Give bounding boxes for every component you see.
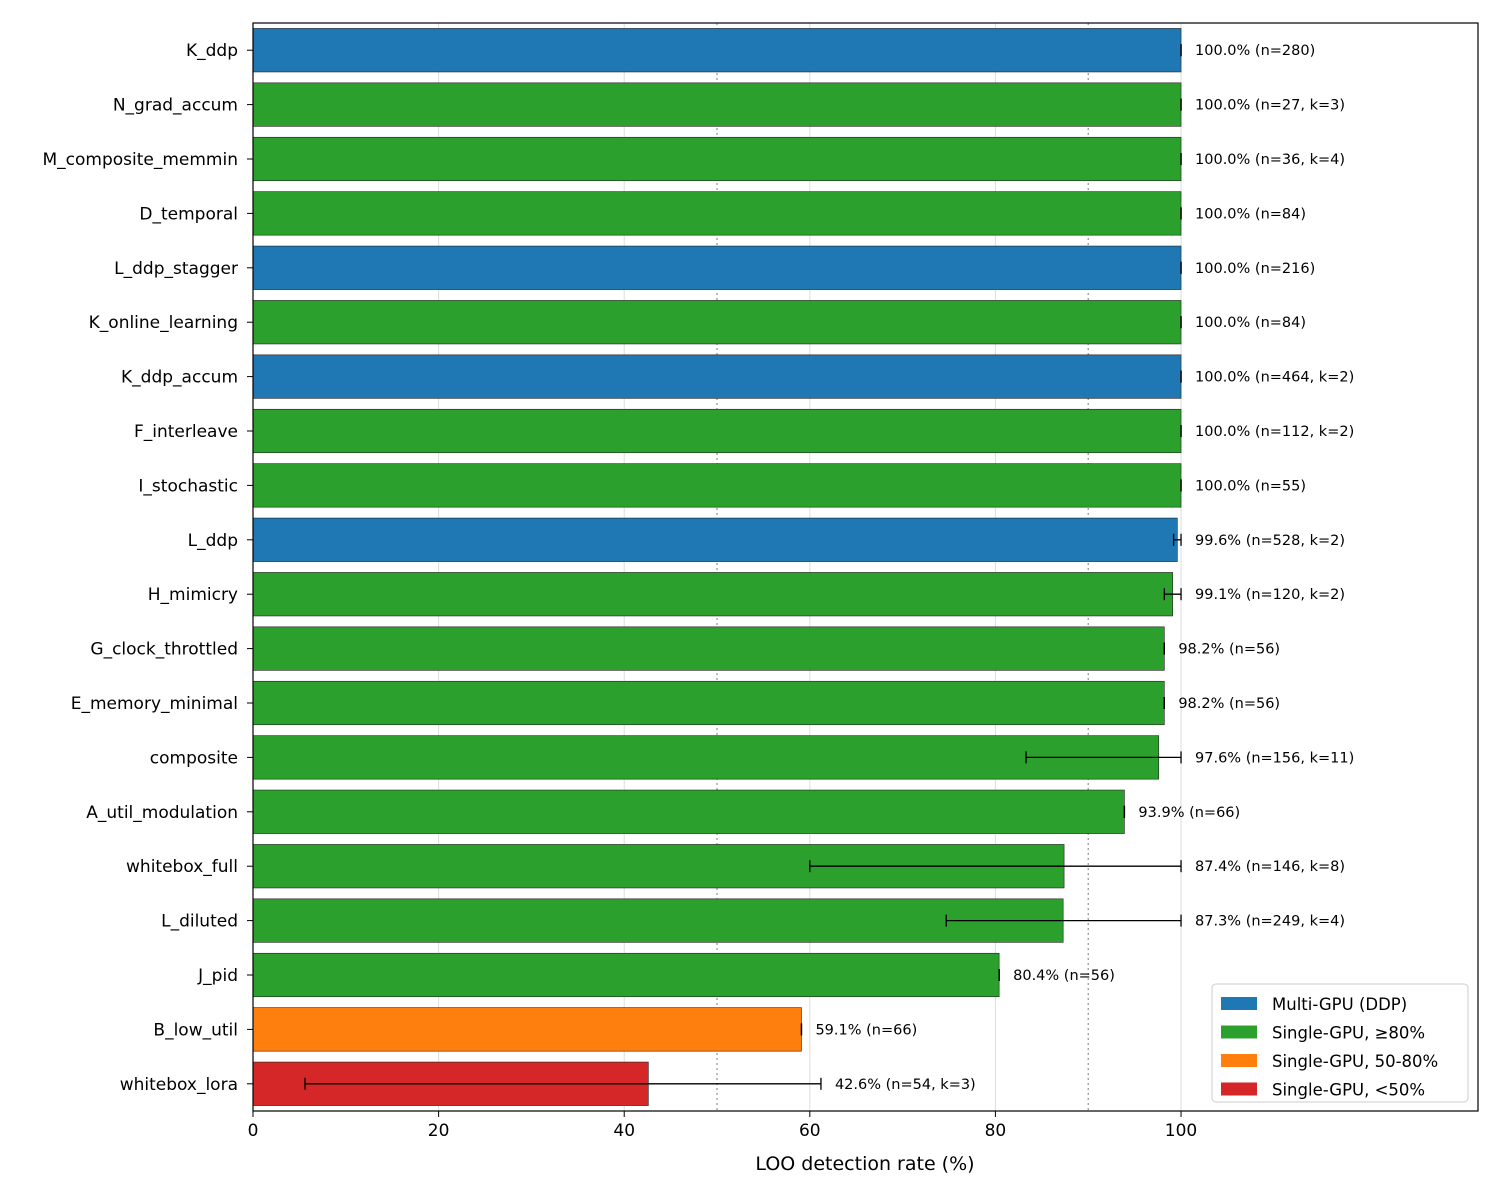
bar-value-label: 59.1% (n=66) (815, 1022, 917, 1038)
legend-entry: Single-GPU, ≥80% (1272, 1024, 1425, 1043)
bar-value-labels: 100.0% (n=280) 100.0% (n=27, k=3) 100.0% (… (815, 43, 1354, 1093)
legend-swatch (1221, 997, 1257, 1010)
bar-value-label: 100.0% (n=84) (1195, 206, 1306, 222)
bar-value-label: 100.0% (n=464, k=2) (1195, 370, 1354, 386)
bar (252, 952, 1000, 998)
legend-entry: Multi-GPU (DDP) (1272, 995, 1407, 1014)
y-tick-label: K_ddp_accum (121, 368, 238, 388)
y-tick-label: G_clock_throttled (90, 640, 238, 660)
bar-value-label: 99.6% (n=528, k=2) (1195, 533, 1345, 549)
bars (252, 28, 1182, 1106)
y-tick-label: M_composite_memmin (42, 150, 238, 170)
bar (252, 572, 1173, 617)
bar (252, 735, 1160, 780)
error-bars (304, 44, 1182, 1090)
bar-value-label: 97.6% (n=156, k=11) (1195, 750, 1354, 766)
bar-value-label: 100.0% (n=36, k=4) (1195, 152, 1345, 168)
bar-value-label: 100.0% (n=216) (1195, 261, 1315, 277)
bar (252, 354, 1182, 399)
x-tick-label: 20 (428, 1121, 450, 1141)
y-tick-label: K_ddp (186, 41, 238, 61)
bar-value-label: 93.9% (n=66) (1138, 805, 1240, 821)
bar-value-label: 100.0% (n=84) (1195, 315, 1306, 331)
legend-swatch (1221, 1082, 1257, 1096)
y-tick-label: D_temporal (139, 204, 238, 224)
bar (252, 463, 1182, 508)
bar (252, 680, 1165, 726)
bar (252, 789, 1125, 834)
y-tick-label: E_memory_minimal (71, 694, 238, 714)
bar-value-label: 100.0% (n=27, k=3) (1195, 98, 1345, 114)
bar-value-label: 98.2% (n=56) (1178, 696, 1280, 712)
legend-swatch (1221, 1054, 1257, 1067)
y-tick-label: F_interleave (134, 422, 238, 442)
y-tick-label: whitebox_lora (120, 1075, 238, 1095)
y-tick-label: H_mimicry (148, 585, 238, 605)
y-tick-label: whitebox_full (126, 857, 238, 877)
bar (252, 191, 1182, 236)
legend: Multi-GPU (DDP) Single-GPU, ≥80% Single-GP… (1211, 983, 1469, 1103)
bar (252, 517, 1178, 562)
bar (252, 408, 1182, 454)
x-tick-label: 100 (1165, 1121, 1197, 1141)
bar-value-label: 99.1% (n=120, k=2) (1195, 587, 1345, 603)
legend-entry: Single-GPU, <50% (1272, 1081, 1425, 1100)
bar-value-label: 87.3% (n=249, k=4) (1195, 914, 1345, 930)
x-tick-label: 60 (799, 1121, 821, 1141)
y-tick-label: composite (150, 748, 238, 768)
y-tick-label: A_util_modulation (86, 803, 238, 823)
x-tick-label: 0 (248, 1121, 259, 1141)
y-tick-label: L_diluted (161, 912, 238, 932)
x-tick-label: 80 (985, 1121, 1007, 1141)
y-tick-label: B_low_util (153, 1020, 238, 1040)
bar (252, 898, 1064, 943)
y-tick-label: I_stochastic (138, 476, 238, 496)
bar-value-label: 87.4% (n=146, k=8) (1195, 859, 1345, 875)
bar-value-label: 98.2% (n=56) (1178, 642, 1280, 658)
bar-value-label: 100.0% (n=55) (1195, 478, 1306, 494)
bar-value-label: 100.0% (n=112, k=2) (1195, 424, 1354, 440)
y-tick-label: L_ddp (188, 531, 238, 551)
y-tick-label: J_pid (197, 966, 238, 986)
legend-swatch (1221, 1025, 1257, 1039)
bar (252, 136, 1182, 182)
bar (252, 28, 1182, 73)
bar-value-label: 100.0% (n=280) (1195, 43, 1315, 59)
x-tick-label: 40 (613, 1121, 635, 1141)
y-tick-label: K_online_learning (89, 313, 238, 333)
plot-frame (252, 22, 1479, 1112)
bar (252, 245, 1182, 290)
bar (252, 300, 1182, 345)
bar (252, 82, 1182, 127)
legend-entry: Single-GPU, 50-80% (1272, 1052, 1438, 1071)
bar-value-label: 80.4% (n=56) (1013, 968, 1115, 984)
bar-value-label: 42.6% (n=54, k=3) (835, 1077, 976, 1093)
y-axis-ticks: K_ddp N_grad_accum M_composite_memmin D_tem… (42, 41, 253, 1095)
legend-frame (1211, 983, 1469, 1103)
x-axis-label: LOO detection rate (%) (755, 1153, 974, 1175)
y-tick-label: L_ddp_stagger (114, 259, 238, 279)
bar (252, 626, 1165, 671)
y-tick-label: N_grad_accum (113, 96, 238, 116)
x-axis-ticks: 0 20 40 60 80 100 (248, 1111, 1197, 1141)
bar (252, 1007, 802, 1052)
